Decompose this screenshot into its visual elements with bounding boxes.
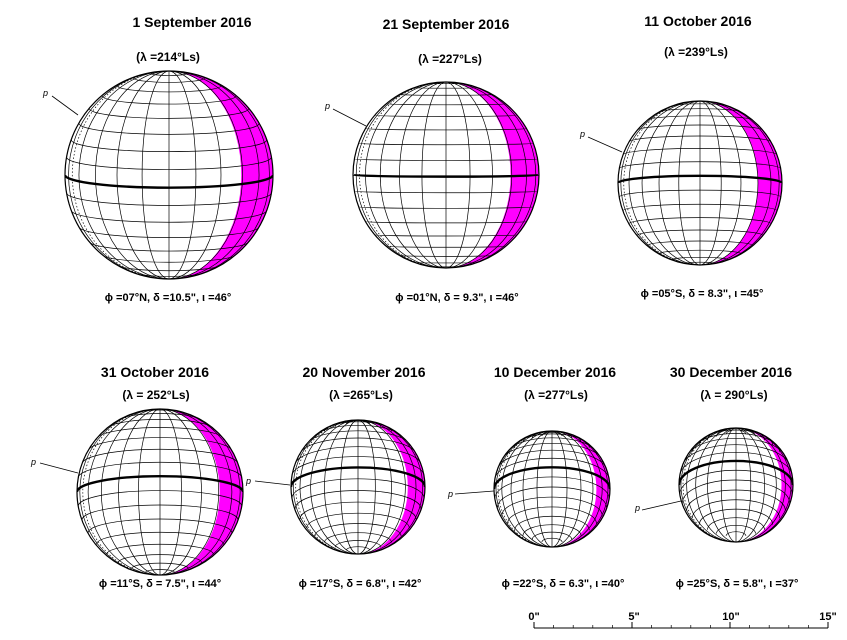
panel-2-p-label: p	[325, 101, 331, 111]
globe-2	[332, 81, 540, 269]
panel-6-p-label: p	[448, 489, 454, 499]
panel-2-parameters: ϕ =01°N, δ = 9.3", ι =46°	[395, 292, 519, 304]
panel-6-date: 10 December 2016	[493, 364, 617, 380]
panel-6-solar-longitude: (λ =277°Ls)	[524, 388, 588, 402]
globe-2-p-pointer	[332, 108, 367, 127]
scale-bar	[533, 622, 829, 629]
globe-7	[641, 427, 794, 543]
globe-3	[587, 100, 783, 266]
panel-1-parameters: ϕ =07°N, δ =10.5", ι =46°	[104, 292, 232, 304]
panel-5-date: 20 November 2016	[302, 364, 426, 380]
panel-4-date: 31 October 2016	[100, 364, 210, 380]
globe-4-limb	[76, 408, 244, 576]
panel-7-p-label: p	[635, 503, 641, 513]
globe-5	[254, 419, 426, 555]
panel-5-parameters: ϕ =17°S, δ = 6.8", ι =42°	[298, 578, 422, 590]
scale-label-5: 5"	[628, 611, 640, 623]
globe-3-limb	[617, 100, 783, 266]
globe-7-p-pointer	[641, 500, 682, 511]
globe-6	[454, 430, 611, 548]
globe-5-limb	[290, 419, 426, 555]
panel-1-p-label: p	[43, 88, 49, 98]
globe-2-limb	[352, 81, 540, 269]
panel-4-p-label: p	[31, 457, 37, 467]
globe-4-p-pointer	[39, 462, 79, 474]
globe-1-grid	[65, 71, 273, 279]
panel-3-solar-longitude: (λ =239°Ls)	[664, 45, 728, 59]
globe-6-limb	[493, 430, 611, 548]
panel-7-solar-longitude: (λ = 290°Ls)	[700, 388, 768, 402]
globe-3-p-pointer	[587, 136, 623, 153]
panel-2-date: 21 September 2016	[382, 16, 510, 32]
globe-4	[39, 408, 244, 576]
globe-2-grid	[353, 82, 539, 268]
panel-1-solar-longitude: (λ =214°Ls)	[136, 50, 200, 64]
globe-6-p-pointer	[454, 490, 495, 495]
panel-5-solar-longitude: (λ =265°Ls)	[329, 388, 393, 402]
panel-5-p-label: p	[246, 476, 252, 486]
panel-4-parameters: ϕ =11°S, δ = 7.5", ι =44°	[98, 578, 222, 590]
globe-5-p-pointer	[254, 480, 291, 486]
panel-7-date: 30 December 2016	[669, 364, 793, 380]
panel-3-p-label: p	[580, 129, 586, 139]
globe-1	[51, 70, 274, 280]
globe-1-limb	[64, 70, 274, 280]
scale-label-0: 0"	[528, 611, 540, 623]
scale-label-15: 15"	[819, 611, 837, 623]
panel-4-solar-longitude: (λ = 252°Ls)	[122, 388, 190, 402]
globe-1-p-pointer	[51, 95, 79, 116]
panel-6-parameters: ϕ =22°S, δ = 6.3", ι =40°	[501, 578, 625, 590]
panel-3-date: 11 October 2016	[644, 13, 752, 29]
panel-3-parameters: ϕ =05°S, δ = 8.3", ι =45°	[640, 288, 764, 300]
panel-7-parameters: ϕ =25°S, δ = 5.8", ι =37°	[675, 578, 799, 590]
globe-5-grid	[291, 420, 425, 554]
scale-label-10: 10"	[722, 611, 740, 623]
panel-2-solar-longitude: (λ =227°Ls)	[418, 52, 482, 66]
globe-7-limb	[678, 427, 794, 543]
panel-1-date: 1 September 2016	[132, 14, 252, 30]
